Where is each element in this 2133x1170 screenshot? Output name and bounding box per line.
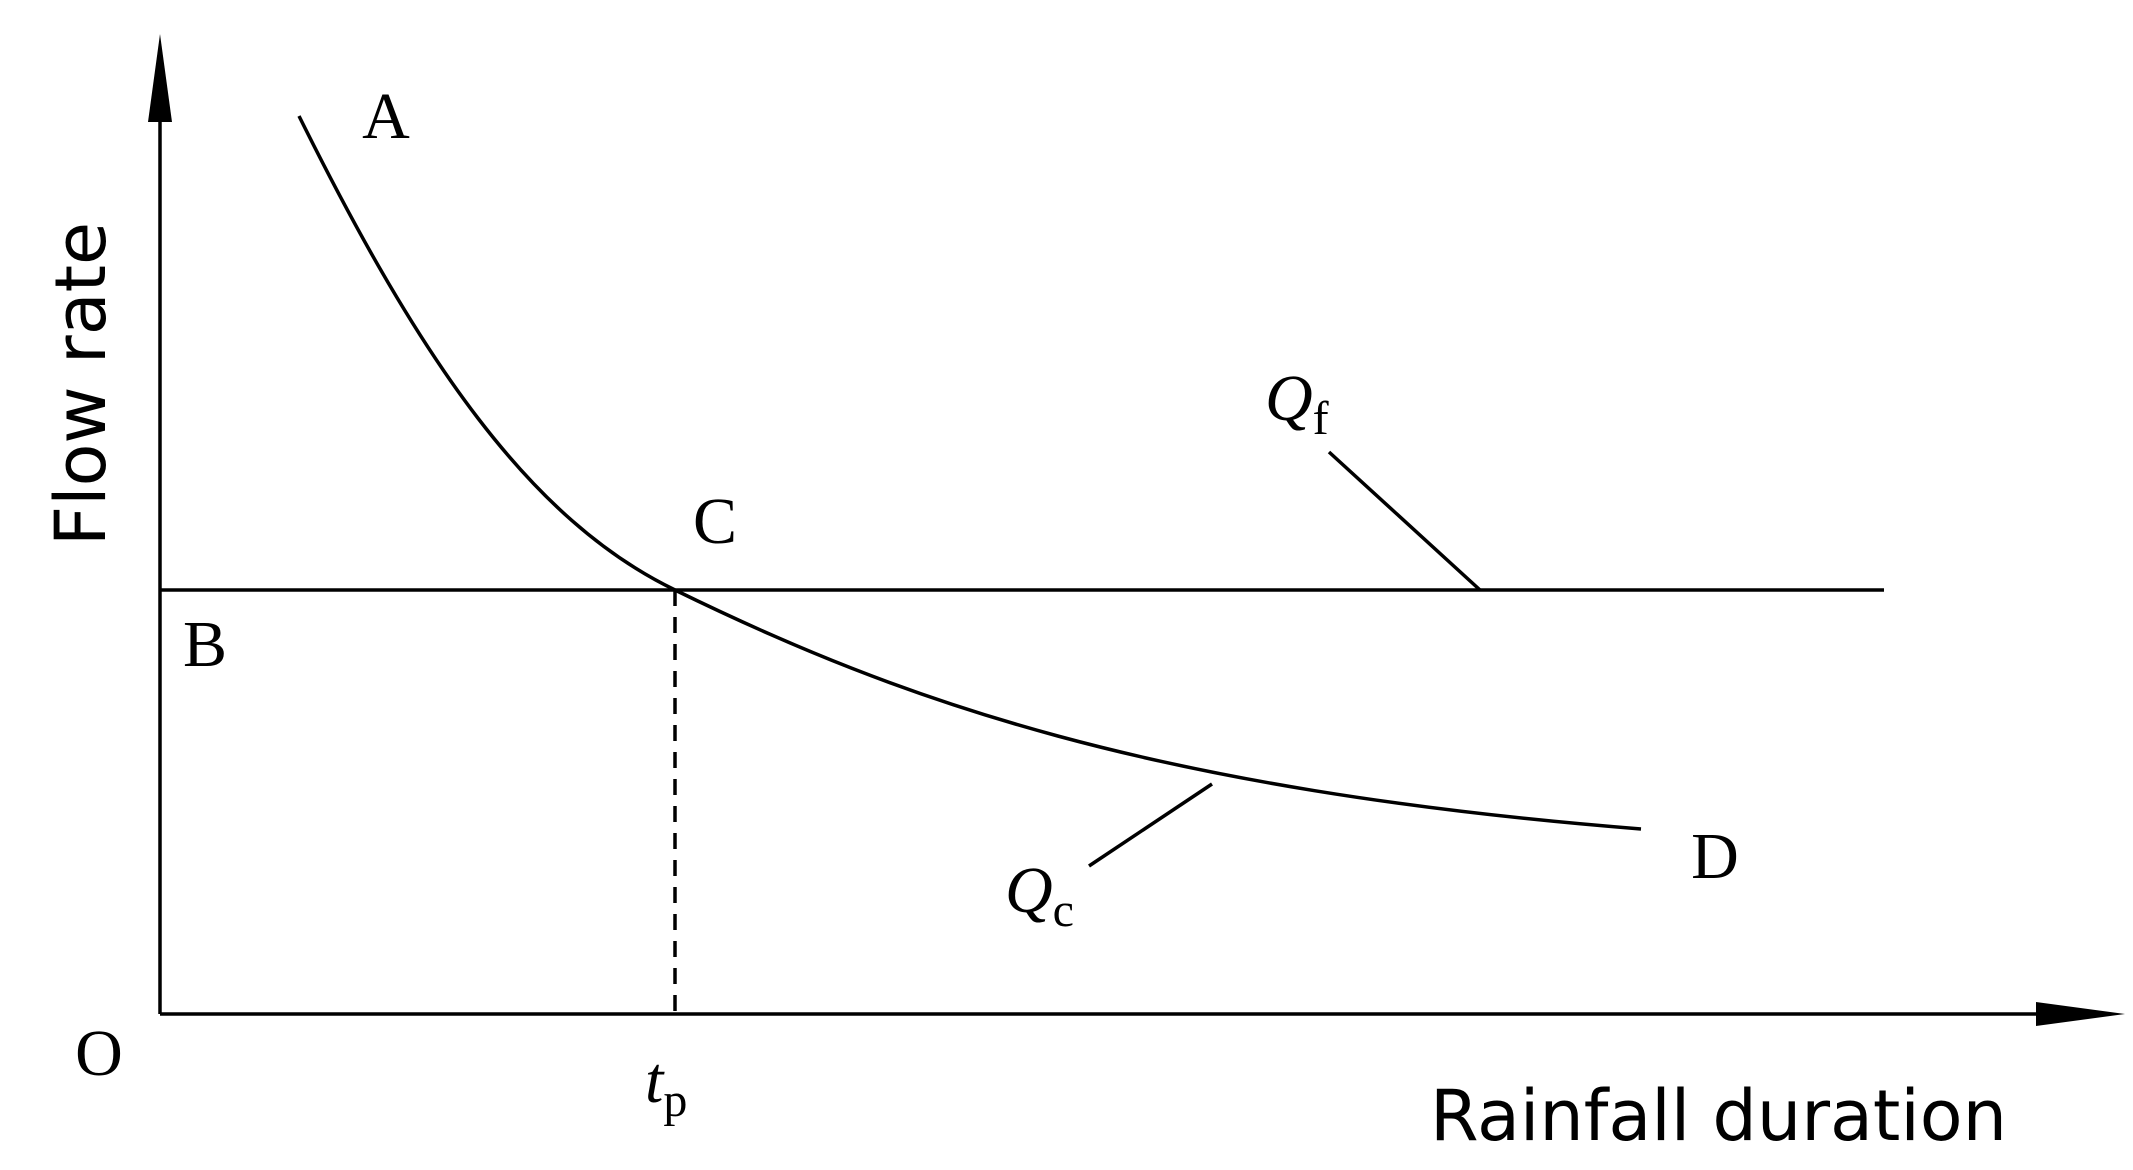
qc-leader — [1088, 782, 1213, 868]
qc-label: Qc — [1005, 854, 1074, 937]
y-axis-arrow — [148, 34, 172, 122]
qf-leader — [1327, 450, 1482, 592]
point-label: D — [1691, 820, 1739, 893]
y-axis-label: Flow rate — [40, 222, 122, 546]
qc-sub: c — [1053, 884, 1074, 937]
point-label: A — [362, 80, 410, 153]
origin-label: O — [75, 1017, 123, 1090]
tp-main: t — [645, 1044, 665, 1117]
x-axis-arrow — [2036, 1002, 2125, 1026]
tp-sub: p — [663, 1074, 687, 1127]
point-label: C — [693, 485, 737, 558]
qf-main: Q — [1265, 362, 1313, 435]
qc-main: Q — [1005, 854, 1053, 927]
tp-label: tp — [645, 1044, 687, 1127]
point-label: B — [183, 608, 227, 681]
qf-label: Qf — [1265, 362, 1329, 445]
qc-curve — [297, 115, 1642, 831]
x-axis-label: Rainfall duration — [1430, 1075, 2007, 1157]
qf-sub: f — [1313, 392, 1329, 445]
